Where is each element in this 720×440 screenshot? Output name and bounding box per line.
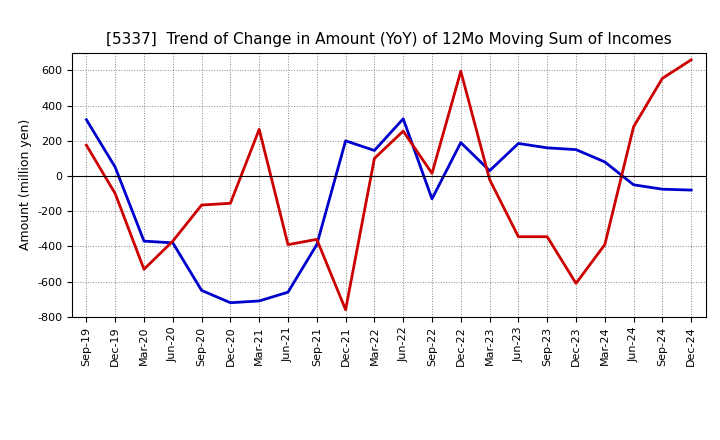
Net Income	[399, 128, 408, 134]
Net Income	[140, 267, 148, 272]
Net Income	[370, 156, 379, 161]
Net Income	[111, 191, 120, 196]
Net Income	[197, 202, 206, 208]
Ordinary Income	[485, 168, 494, 173]
Net Income	[168, 238, 177, 244]
Ordinary Income	[284, 290, 292, 295]
Ordinary Income	[456, 140, 465, 145]
Ordinary Income	[572, 147, 580, 152]
Line: Net Income: Net Income	[86, 60, 691, 310]
Net Income	[341, 307, 350, 312]
Ordinary Income	[82, 117, 91, 122]
Ordinary Income	[514, 141, 523, 146]
Line: Ordinary Income: Ordinary Income	[86, 119, 691, 303]
Ordinary Income	[255, 298, 264, 304]
Net Income	[226, 201, 235, 206]
Net Income	[255, 127, 264, 132]
Net Income	[543, 234, 552, 239]
Net Income	[82, 143, 91, 148]
Ordinary Income	[168, 240, 177, 246]
Net Income	[514, 234, 523, 239]
Ordinary Income	[600, 159, 609, 165]
Net Income	[600, 242, 609, 247]
Net Income	[485, 177, 494, 182]
Ordinary Income	[543, 145, 552, 150]
Ordinary Income	[197, 288, 206, 293]
Ordinary Income	[226, 300, 235, 305]
Ordinary Income	[370, 148, 379, 153]
Ordinary Income	[399, 116, 408, 121]
Net Income	[312, 237, 321, 242]
Net Income	[658, 76, 667, 81]
Ordinary Income	[428, 196, 436, 202]
Ordinary Income	[140, 238, 148, 244]
Ordinary Income	[341, 138, 350, 143]
Ordinary Income	[629, 182, 638, 187]
Net Income	[456, 69, 465, 74]
Net Income	[572, 281, 580, 286]
Net Income	[629, 124, 638, 129]
Ordinary Income	[312, 242, 321, 247]
Net Income	[687, 57, 696, 62]
Title: [5337]  Trend of Change in Amount (YoY) of 12Mo Moving Sum of Incomes: [5337] Trend of Change in Amount (YoY) o…	[106, 33, 672, 48]
Net Income	[284, 242, 292, 247]
Net Income	[428, 171, 436, 176]
Ordinary Income	[111, 165, 120, 170]
Ordinary Income	[687, 187, 696, 193]
Y-axis label: Amount (million yen): Amount (million yen)	[19, 119, 32, 250]
Ordinary Income	[658, 187, 667, 192]
